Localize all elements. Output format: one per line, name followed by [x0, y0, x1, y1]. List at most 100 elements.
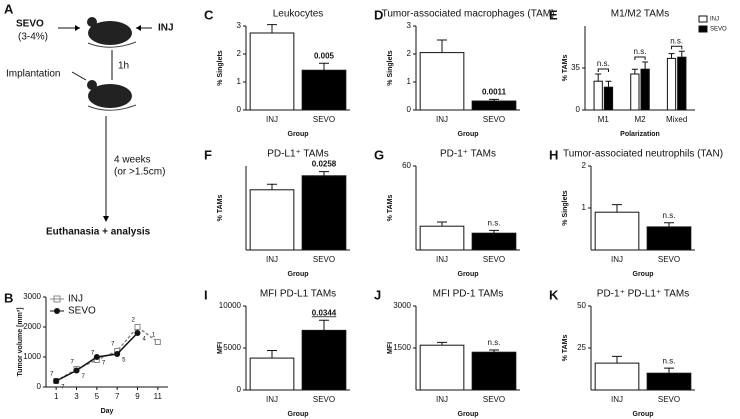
marker — [53, 378, 60, 384]
chart-title: Tumor-associated neutrophils (TAN) — [563, 149, 723, 160]
chart-title: MFI PD-1 TAMs — [433, 289, 504, 300]
marker — [114, 351, 121, 357]
x-axis-label: Day — [101, 408, 114, 415]
bar — [419, 225, 465, 251]
error-bar — [319, 319, 329, 331]
x-tick-label: INJ — [266, 115, 278, 124]
bracket — [634, 56, 646, 60]
error-bar — [319, 62, 329, 71]
bar — [471, 351, 517, 391]
marker — [134, 324, 141, 330]
error-bar — [631, 68, 638, 74]
legend-label: SEVO — [68, 306, 96, 317]
significance-label: 0.005 — [314, 51, 335, 60]
legend-swatch — [698, 15, 708, 23]
syringe — [71, 71, 87, 81]
y-tick-label: 1 — [407, 77, 412, 86]
y-axis-label: MFI — [217, 342, 224, 354]
x-tick-label: INJ — [436, 115, 448, 124]
bar — [646, 372, 692, 391]
n-label: 7 — [71, 360, 75, 366]
n-label: 7 — [91, 351, 95, 357]
mouse — [88, 21, 132, 45]
mouse-ear — [87, 80, 97, 90]
panel-letter: I — [204, 287, 208, 302]
x-tick-label: INJ — [436, 255, 448, 264]
x-axis-label: Group — [633, 411, 654, 418]
n-label: 2 — [132, 318, 136, 324]
y-tick-label: 50 — [577, 301, 586, 310]
significance-label: 0.0011 — [482, 87, 507, 96]
error-bar — [605, 80, 612, 88]
bar — [594, 362, 640, 391]
panel-letter: F — [204, 147, 212, 162]
bar — [301, 175, 347, 251]
n-label: 1 — [152, 333, 156, 339]
gas-label: SEVO — [16, 19, 44, 30]
bar — [640, 68, 650, 111]
panel-letter: D — [374, 7, 383, 22]
x-tick-label: 3 — [74, 392, 79, 401]
significance-label: n.s. — [488, 338, 501, 347]
x-tick-label: INJ — [611, 395, 623, 404]
x-axis-label: Group — [288, 271, 309, 278]
mouse-ear — [87, 17, 97, 27]
y-tick-label: 0 — [237, 105, 242, 114]
bar — [666, 57, 677, 111]
x-axis-label: Polarization — [620, 131, 660, 138]
x-tick-label: 11 — [154, 392, 163, 401]
chart-title: Tumor-associated macrophages (TAM) — [382, 9, 555, 20]
bar — [301, 329, 347, 391]
y-tick-label: 25 — [577, 343, 586, 352]
bar — [630, 73, 640, 111]
error-bar — [437, 221, 447, 227]
error-bar — [489, 229, 499, 234]
x-tick-label: M1 — [598, 115, 610, 124]
diagram: A SEVO (3-4%) INJ Implantation 1h 4 week… — [4, 1, 174, 237]
y-tick-label: 0 — [37, 382, 42, 391]
y-axis-label: MFI — [387, 342, 394, 354]
y-tick-label: 2 — [237, 49, 242, 58]
chart-title: PD-1⁺ PD-L1⁺ TAMs — [597, 289, 689, 300]
bar — [677, 56, 687, 111]
significance-label: n.s. — [634, 47, 647, 56]
chart-title: M1/M2 TAMs — [611, 9, 670, 20]
x-axis-label: Group — [288, 411, 309, 418]
panel-letter: G — [374, 147, 384, 162]
arrow-head — [75, 25, 80, 31]
n-label: 7 — [61, 385, 65, 391]
error-bar — [319, 171, 329, 176]
error-bar — [489, 349, 499, 353]
bar — [603, 86, 614, 111]
x-tick-label: SEVO — [483, 395, 505, 404]
y-tick-label: 3000 — [23, 292, 41, 301]
bar — [471, 232, 517, 251]
error-bar — [612, 204, 622, 213]
significance-label: n.s. — [670, 36, 683, 45]
bar — [419, 52, 465, 111]
x-tick-label: 5 — [95, 392, 100, 401]
n-label: 7 — [50, 372, 54, 378]
error-bar — [267, 183, 277, 190]
bracket — [597, 68, 609, 72]
chart-title: PD-1⁺ TAMs — [440, 149, 496, 160]
bar — [419, 344, 465, 391]
marker — [154, 339, 161, 345]
error-bar — [437, 341, 447, 346]
y-axis-label: % TAMs — [562, 55, 569, 82]
y-tick-label: 0 — [237, 385, 242, 394]
n-label: 5 — [122, 358, 126, 364]
bar — [249, 189, 295, 251]
legend-swatch — [698, 25, 708, 33]
bar — [249, 357, 295, 391]
x-axis-label: Group — [458, 271, 479, 278]
error-bar — [267, 350, 277, 359]
x-tick-label: SEVO — [658, 255, 680, 264]
x-tick-label: 7 — [115, 392, 120, 401]
bar — [249, 32, 295, 111]
error-bar — [489, 98, 499, 102]
panel-letter: C — [204, 7, 214, 22]
chart-title: MFI PD-L1 TAMs — [260, 289, 336, 300]
y-tick-label: 0 — [407, 105, 412, 114]
error-bar — [668, 53, 675, 59]
